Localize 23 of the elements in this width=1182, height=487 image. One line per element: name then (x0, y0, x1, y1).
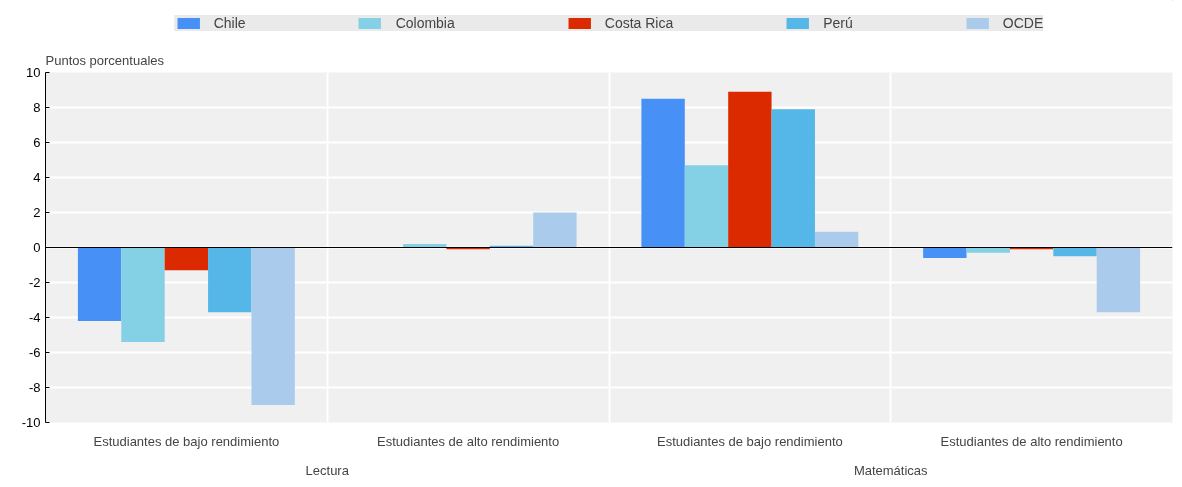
x-tick-label: Estudiantes de alto rendimiento (940, 433, 1123, 449)
y-tick-label: -2 (28, 275, 41, 290)
y-tick-label: -4 (28, 310, 41, 325)
y-tick-label: 8 (33, 100, 41, 115)
y-tick-label: 10 (26, 65, 41, 80)
legend-label: Chile (213, 14, 246, 31)
x-tick-label: Estudiantes de bajo rendimiento (93, 433, 280, 449)
legend-label: Perú (823, 14, 853, 31)
y-tick-label: -10 (21, 415, 41, 430)
y-tick-label: -8 (28, 380, 41, 395)
text: Matemáticas (853, 462, 929, 478)
y-axis-title: Puntos porcentuales (45, 52, 165, 68)
legend-label: Costa Rica (604, 14, 674, 31)
y-tick-label: 2 (33, 205, 41, 220)
y-tick-label: 4 (33, 170, 41, 185)
x-tick-label: Estudiantes de alto rendimiento (377, 433, 560, 449)
y-tick-label: 0 (33, 240, 41, 255)
y-tick-label: -6 (28, 345, 41, 360)
y-tick-label: 6 (33, 135, 41, 150)
text: Lectura (305, 462, 350, 478)
legend-label: Colombia (395, 14, 455, 31)
x-tick-label: Estudiantes de bajo rendimiento (657, 433, 843, 449)
legend-label: OCDE (1002, 14, 1044, 31)
